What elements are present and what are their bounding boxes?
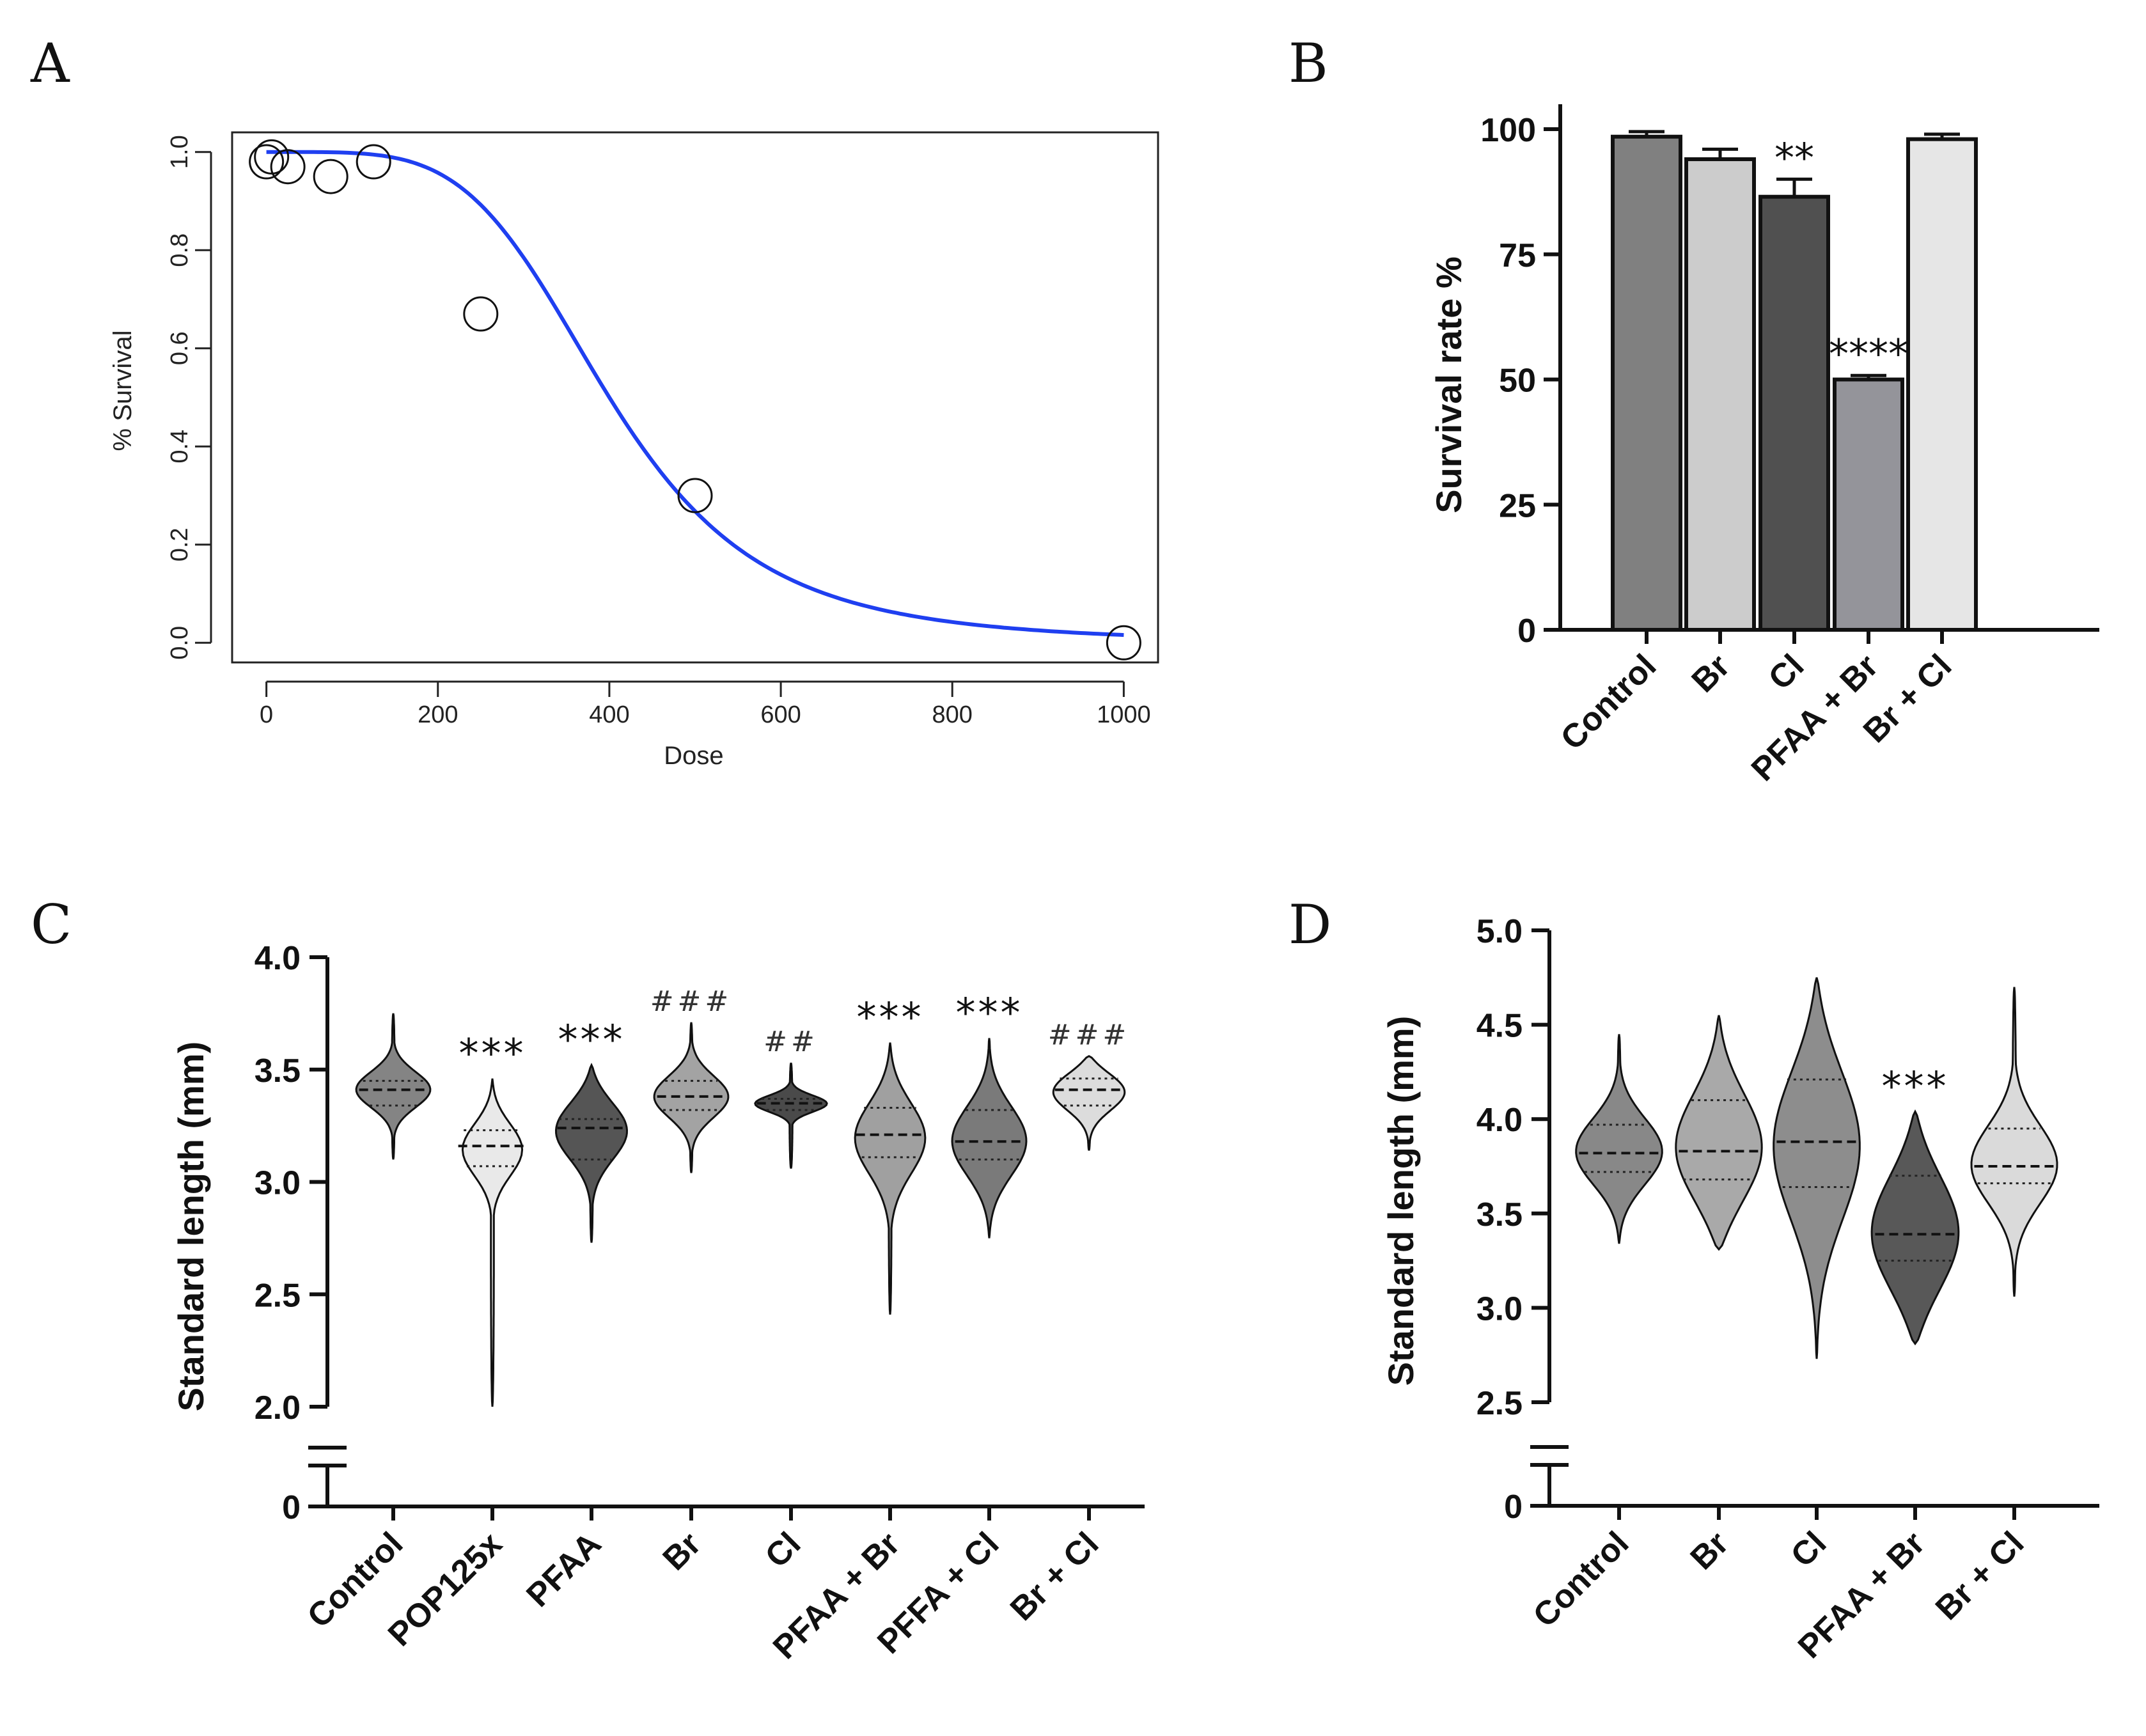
x-tick-label: 200 <box>418 701 458 728</box>
x-tick-label: Control <box>1554 647 1664 757</box>
y-tick-label: 3.0 <box>255 1165 301 1202</box>
y-tick-label: 75 <box>1499 237 1536 274</box>
violin <box>461 1078 524 1407</box>
violin <box>1052 1054 1126 1151</box>
x-tick-label: Control <box>1526 1524 1636 1634</box>
x-tick-label: Cl <box>1784 1524 1834 1574</box>
violins: *** <box>1575 977 2058 1359</box>
bar <box>1684 157 1756 632</box>
y-tick-label: 4.5 <box>1476 1008 1523 1045</box>
bars: ****** <box>1611 130 1978 632</box>
panel-label-a: A <box>30 32 70 95</box>
y-tick-label: 2.5 <box>1476 1385 1523 1422</box>
x-tick-label: 600 <box>760 701 801 728</box>
data-point <box>249 144 285 180</box>
y-axis-label: Survival rate % <box>1429 256 1469 513</box>
panel-label-b: B <box>1288 32 1328 95</box>
data-point <box>463 296 499 332</box>
y-tick-label: 25 <box>1499 487 1536 524</box>
violin <box>1575 1034 1663 1244</box>
axes: 0 200 400 600 800 1000 0.0 0.2 0.4 0.6 0.8 1.0 <box>166 135 1151 728</box>
bar <box>1906 137 1978 632</box>
data-point <box>270 149 306 185</box>
x-tick-label: 0 <box>260 701 273 728</box>
y-tick-label: 5.0 <box>1476 913 1523 950</box>
violin <box>951 1038 1028 1239</box>
significance-label: *** <box>558 1017 625 1063</box>
y-axis-label: Standard length (mm) <box>171 1042 211 1412</box>
violin <box>355 1013 432 1160</box>
data-point <box>356 144 391 180</box>
x-tick-label: Br + Cl <box>1929 1524 2032 1627</box>
y-axis-label: % Survival <box>109 331 137 451</box>
data-point <box>313 159 349 194</box>
y-tick-label: 3.5 <box>255 1052 301 1090</box>
dose-response-chart: 0 200 400 600 800 1000 0.0 0.2 0.4 0.6 0.8 1.0 Dose… <box>109 131 1159 770</box>
violin <box>1970 987 2058 1297</box>
y-tick-label: 0.2 <box>166 528 193 561</box>
violin <box>754 1062 828 1169</box>
panel-label-c: C <box>31 893 72 956</box>
violin <box>1870 1109 1960 1346</box>
data-points <box>249 139 1141 661</box>
bar <box>1611 134 1682 632</box>
y-tick-label: 4.0 <box>255 940 301 977</box>
y-axis-label: Standard length (mm) <box>1381 1016 1421 1386</box>
significance-label: **** <box>1829 331 1908 377</box>
plot-frame <box>231 131 1159 664</box>
significance-label: ## <box>764 1026 818 1058</box>
y-tick-label: 0.4 <box>166 430 193 464</box>
violin <box>1675 1015 1763 1251</box>
x-tick-label: 400 <box>589 701 629 728</box>
significance-label: *** <box>459 1030 526 1077</box>
fit-curve <box>266 150 1124 637</box>
y-tick-label-zero: 0 <box>1504 1489 1523 1526</box>
significance-label: ### <box>1048 1019 1131 1052</box>
y-tick-label: 1.0 <box>166 135 193 169</box>
x-tick-label: Br <box>1685 647 1737 700</box>
significance-label: *** <box>857 994 924 1041</box>
x-tick-label: Br <box>656 1525 709 1577</box>
significance-label: *** <box>1882 1063 1949 1109</box>
significance-label: *** <box>956 990 1023 1036</box>
bar <box>1758 194 1830 632</box>
x-tick-label: 800 <box>932 701 973 728</box>
y-tick-label: 3.5 <box>1476 1196 1523 1233</box>
violin <box>554 1063 629 1243</box>
data-point <box>254 139 290 175</box>
significance-label: ** <box>1774 134 1814 181</box>
y-tick-label: 4.0 <box>1476 1102 1523 1139</box>
bar <box>1833 377 1904 632</box>
data-point <box>677 478 713 513</box>
y-tick-label: 0.6 <box>166 331 193 365</box>
x-tick-label: Br <box>1684 1524 1736 1577</box>
y-tick-label: 2.0 <box>255 1389 301 1427</box>
x-tick-label: PFAA <box>519 1525 608 1614</box>
data-point <box>1106 625 1141 661</box>
y-tick-label: 0.8 <box>166 233 193 267</box>
y-tick-label: 0.0 <box>166 626 193 660</box>
x-tick-label: Br + Cl <box>1003 1525 1106 1628</box>
y-tick-label-zero: 0 <box>282 1489 301 1526</box>
x-tick-label: Cl <box>758 1525 808 1575</box>
y-tick-label: 3.0 <box>1476 1290 1523 1327</box>
y-tick-label: 0 <box>1517 613 1536 650</box>
y-tick-label: 50 <box>1499 363 1536 400</box>
x-tick-label: Cl <box>1762 647 1812 697</box>
y-tick-label: 2.5 <box>255 1277 301 1314</box>
violin <box>1773 977 1861 1359</box>
panel-label-d: D <box>1288 893 1331 956</box>
violins: *** ***#####*** *** ### <box>355 985 1131 1407</box>
y-tick-label: 100 <box>1480 112 1536 149</box>
x-tick-label: 1000 <box>1097 701 1151 728</box>
violin <box>854 1042 927 1315</box>
x-axis-label: Dose <box>664 742 723 770</box>
significance-label: ### <box>650 985 733 1018</box>
